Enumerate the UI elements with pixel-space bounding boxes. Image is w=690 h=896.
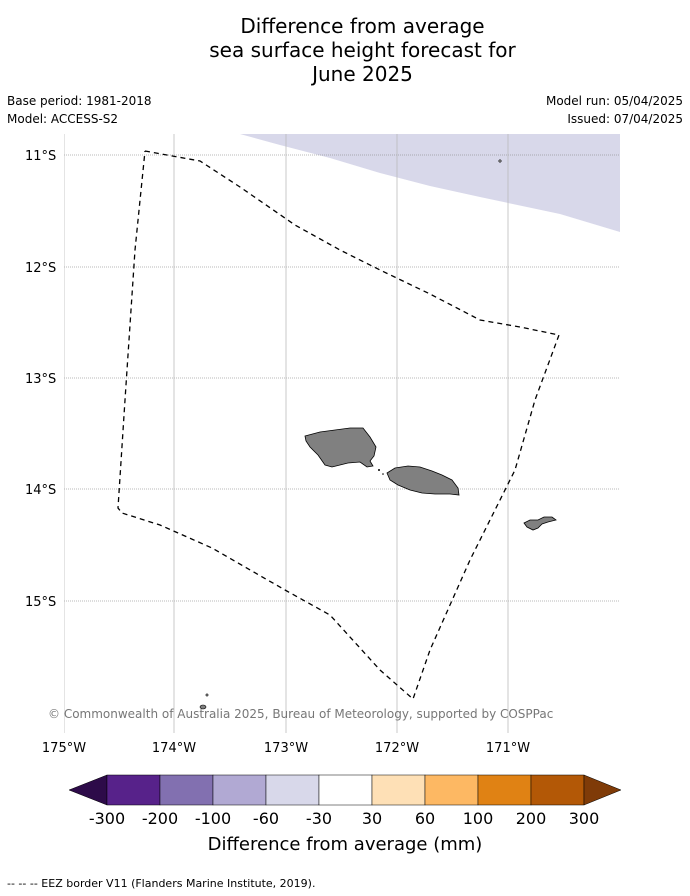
colorbar-tick-label: -300 [88,809,126,828]
title-line-3: June 2025 [312,62,413,86]
colorbar-bin-9 [530,774,585,806]
colorbar-tick-label: 200 [515,809,547,828]
colorbar-tick-label: -100 [194,809,232,828]
lon-gridlines [64,134,509,733]
colorbar-bin-6 [371,774,426,806]
lat-label-12s: 12°S [25,261,56,276]
colorbar-tick-label: -60 [252,809,280,828]
colorbar [68,774,622,806]
colorbar-bin-5 [318,774,373,806]
colorbar-tick-label: -200 [141,809,179,828]
upolu-island [386,465,460,496]
eez-border [117,150,560,701]
colorbar-tick-label: 300 [568,809,600,828]
chart-title: Difference from average sea surface heig… [0,14,690,86]
base-period-text: Base period: 1981-2018 [7,94,152,108]
copyright-text: © Commonwealth of Australia 2025, Bureau… [48,707,554,721]
colorbar-title: Difference from average (mm) [207,834,483,855]
lat-labels: 11°S 12°S 13°S 14°S 15°S [25,149,56,610]
colorbar-bin-4 [265,774,320,806]
lat-gridlines [64,154,620,602]
colorbar-bin-7 [424,774,479,806]
manono-islet [378,469,380,471]
lat-label-13s: 13°S [25,372,56,387]
lon-label-172w: 172°W [375,741,419,756]
colorbar-tick-label: 60 [414,809,436,828]
lat-label-15s: 15°S [25,595,56,610]
map-area [64,134,620,733]
eez-legend-footer: -- -- -- EEZ border V11 (Flanders Marine… [7,877,316,890]
title-line-2: sea surface height forecast for [209,38,516,62]
title-line-1: Difference from average [240,14,485,38]
colorbar-bin-2 [159,774,214,806]
colorbar-tick-label: 30 [361,809,383,828]
savaii-island [304,427,377,468]
colorbar-bin-3 [212,774,267,806]
colorbar-bin-1 [106,774,161,806]
apolima-islet [382,473,384,475]
colorbar-bin-8 [477,774,532,806]
small-islet-north [498,159,502,163]
colorbar-tick-label: 100 [462,809,494,828]
tutuila-island [523,516,557,531]
anomaly-shading-region [240,134,620,232]
model-text: Model: ACCESS-S2 [7,112,119,126]
issued-text: Issued: 07/04/2025 [567,112,683,126]
colorbar-extend-high [583,774,622,806]
lat-label-11s: 11°S [25,149,56,164]
small-islet-southwest-2 [205,693,209,697]
model-run-text: Model run: 05/04/2025 [545,94,683,108]
lat-label-14s: 14°S [25,483,56,498]
lon-label-175w: 175°W [42,741,86,756]
colorbar-tick-label: -30 [305,809,333,828]
lon-labels: 175°W 174°W 173°W 172°W 171°W [42,741,530,756]
lon-label-174w: 174°W [152,741,196,756]
lon-label-171w: 171°W [486,741,530,756]
lon-label-173w: 173°W [264,741,308,756]
small-islet-southwest [199,704,207,710]
colorbar-extend-low [68,774,108,806]
